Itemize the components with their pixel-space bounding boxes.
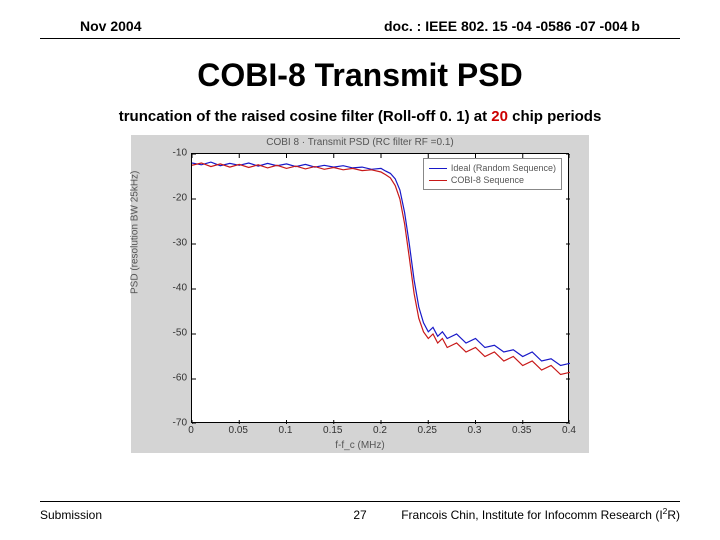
xtick-label: 0.25: [418, 425, 437, 436]
chart-container: COBI 8 · Transmit PSD (RC filter RF =0.1…: [131, 135, 589, 453]
footer-page-number: 27: [353, 508, 366, 522]
xtick-label: 0.2: [373, 425, 387, 436]
legend-swatch-icon: [429, 180, 447, 181]
subtitle-post: chip periods: [508, 108, 601, 125]
legend-item: COBI-8 Sequence: [429, 174, 556, 186]
header-doc: doc. : IEEE 802. 15 -04 -0586 -07 -004 b: [384, 18, 640, 34]
footer-left: Submission: [40, 508, 102, 522]
chart-legend: Ideal (Random Sequence) COBI-8 Sequence: [423, 158, 562, 190]
footer-right: Francois Chin, Institute for Infocomm Re…: [401, 506, 680, 522]
xtick-label: 0: [188, 425, 194, 436]
subtitle-highlight: 20: [491, 108, 508, 125]
header: Nov 2004 doc. : IEEE 802. 15 -04 -0586 -…: [40, 0, 680, 39]
chart-plot-area: Ideal (Random Sequence) COBI-8 Sequence: [191, 153, 569, 423]
xtick-label: 0.15: [323, 425, 342, 436]
xtick-label: 0.4: [562, 425, 576, 436]
ytick-label: -70: [173, 418, 187, 429]
xtick-label: 0.05: [229, 425, 248, 436]
legend-swatch-icon: [429, 168, 447, 169]
ytick-label: -10: [173, 148, 187, 159]
ytick-label: -50: [173, 328, 187, 339]
ytick-label: -40: [173, 283, 187, 294]
xtick-label: 0.1: [279, 425, 293, 436]
xtick-label: 0.3: [468, 425, 482, 436]
ytick-label: -30: [173, 238, 187, 249]
legend-item: Ideal (Random Sequence): [429, 162, 556, 174]
subtitle-pre: truncation of the raised cosine filter (…: [119, 108, 492, 125]
subtitle: truncation of the raised cosine filter (…: [0, 108, 720, 125]
chart-xlabel: f-f_c (MHz): [131, 440, 589, 451]
chart-ylabel: PSD (resolution BW 25kHz): [130, 171, 141, 294]
ytick-label: -60: [173, 373, 187, 384]
header-date: Nov 2004: [80, 18, 141, 34]
footer: Submission 27 Francois Chin, Institute f…: [40, 501, 680, 522]
ytick-label: -20: [173, 193, 187, 204]
page-title: COBI-8 Transmit PSD: [0, 57, 720, 94]
legend-label: Ideal (Random Sequence): [451, 163, 556, 173]
xtick-label: 0.35: [512, 425, 531, 436]
legend-label: COBI-8 Sequence: [451, 175, 524, 185]
chart-title: COBI 8 · Transmit PSD (RC filter RF =0.1…: [131, 137, 589, 148]
